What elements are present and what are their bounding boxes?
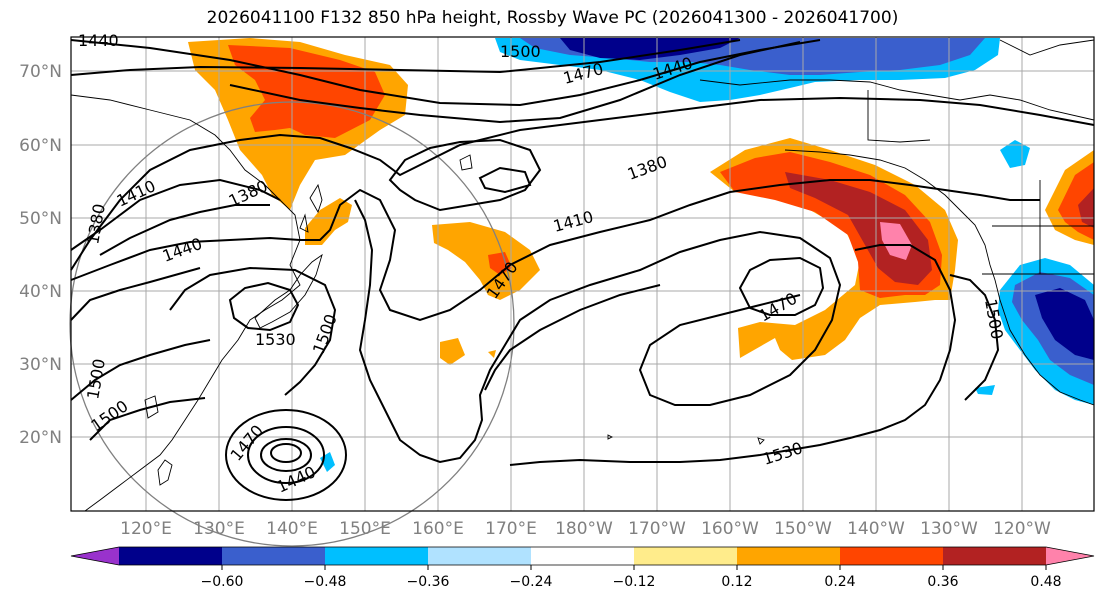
colorbar-swatch (634, 547, 738, 565)
colorbar-ticks: −0.60 −0.48 −0.36 −0.24 −0.12 0.12 0.24 0.36 0.4… (201, 565, 1062, 590)
colorbar-swatch (943, 547, 1047, 565)
lat-label: 40°N (19, 282, 62, 302)
contour-label: 1500 (500, 42, 541, 61)
colorbar-tick-label: −0.24 (510, 574, 553, 590)
contour-label: 1440 (78, 31, 119, 50)
anomaly-positive-west-canada (1045, 150, 1094, 245)
map-title: 2026041100 F132 850 hPa height, Rossby W… (206, 8, 899, 28)
lat-label: 50°N (19, 209, 62, 229)
lon-label: 130°W (920, 519, 978, 539)
colorbar-extend-high (1046, 547, 1094, 565)
lon-label: 150°E (339, 519, 391, 539)
lon-label: 120°E (120, 519, 172, 539)
latitude-labels: 70°N 60°N 50°N 40°N 30°N 20°N (19, 62, 62, 448)
contour-label: 1530 (255, 330, 296, 349)
lat-label: 20°N (19, 428, 62, 448)
lat-label: 70°N (19, 62, 62, 82)
colorbar-swatch (531, 547, 635, 565)
colorbar-tick-label: 0.12 (721, 574, 752, 590)
reference-circle (69, 101, 515, 547)
height-contours (70, 39, 1095, 501)
colorbar-tick-label: 0.48 (1030, 574, 1061, 590)
colorbar-swatches (70, 546, 1095, 566)
anomaly-negative-arctic (495, 38, 1000, 102)
colorbar-swatch (737, 547, 841, 565)
colorbar-tick-label: 0.36 (927, 574, 958, 590)
gridlines (71, 37, 1094, 511)
map-plot-area: 1440 1500 1470 1440 1380 1410 1380 1440 … (69, 31, 1095, 547)
lon-label: 170°E (485, 519, 537, 539)
colorbar-outline (70, 546, 1095, 566)
lon-label: 130°E (193, 519, 245, 539)
colorbar-tick-label: −0.12 (613, 574, 656, 590)
colorbar-tick-label: −0.60 (201, 574, 244, 590)
lon-label: 160°E (412, 519, 464, 539)
lon-label: 150°W (774, 519, 832, 539)
lon-label: 120°W (993, 519, 1051, 539)
anomaly-positive-gulf-of-alaska (710, 138, 958, 360)
colorbar-swatch (222, 547, 326, 565)
colorbar-swatch (840, 547, 944, 565)
colorbar: −0.60 −0.48 −0.36 −0.24 −0.12 0.12 0.24 0.36 0.4… (70, 546, 1095, 590)
coastlines (70, 39, 1095, 512)
lat-label: 60°N (19, 136, 62, 156)
colorbar-swatch (325, 547, 429, 565)
colorbar-swatch (428, 547, 532, 565)
colorbar-swatch (119, 547, 223, 565)
colorbar-tick-label: 0.24 (824, 574, 855, 590)
lon-label: 180°W (555, 519, 613, 539)
colorbar-extend-low (71, 547, 119, 565)
longitude-labels: 120°E 130°E 140°E 150°E 160°E 170°E 180°… (120, 519, 1051, 539)
colorbar-tick-label: −0.48 (304, 574, 347, 590)
anomaly-positive-japan-sea (305, 198, 352, 245)
lat-label: 30°N (19, 355, 62, 375)
lon-label: 160°W (701, 519, 759, 539)
lon-label: 140°W (847, 519, 905, 539)
lon-label: 170°W (628, 519, 686, 539)
lon-label: 140°E (266, 519, 318, 539)
colorbar-tick-label: −0.36 (407, 574, 450, 590)
